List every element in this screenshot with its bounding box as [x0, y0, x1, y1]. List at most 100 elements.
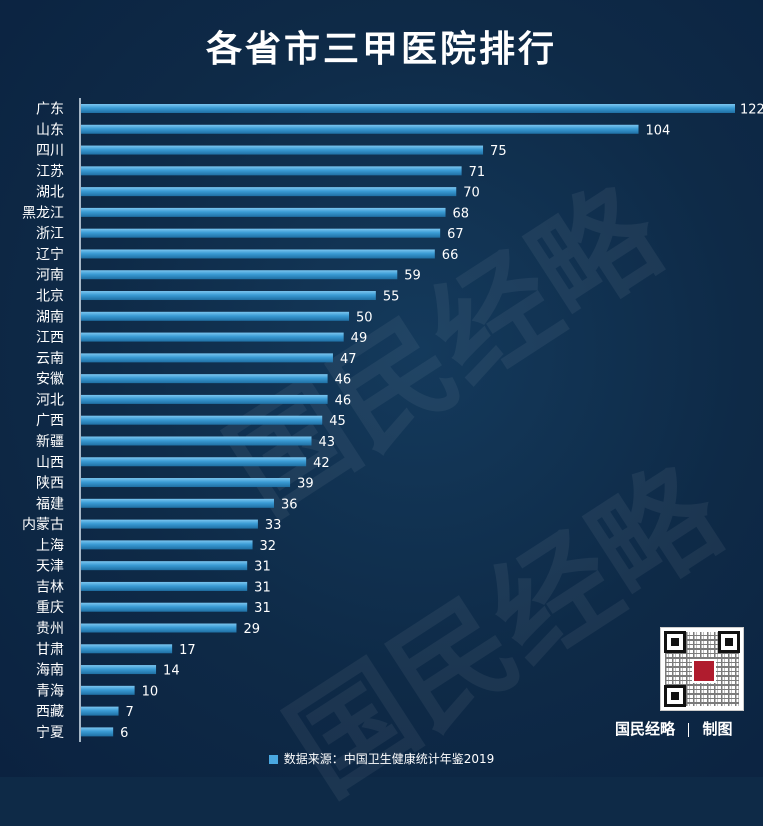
category-label: 西藏	[36, 704, 64, 720]
category-label: 青海	[36, 683, 64, 699]
bar	[81, 436, 312, 446]
bar	[81, 478, 291, 488]
bar	[81, 561, 248, 571]
bar	[81, 145, 484, 155]
category-label: 广西	[36, 413, 64, 429]
value-label: 7	[126, 705, 134, 720]
value-label: 75	[490, 144, 507, 159]
value-label: 59	[404, 269, 421, 284]
category-label: 广东	[36, 102, 64, 118]
value-label: 55	[383, 290, 400, 305]
category-label: 山东	[36, 122, 64, 138]
category-label: 重庆	[36, 600, 64, 616]
brand-suffix: 制图	[702, 720, 733, 738]
bar	[81, 602, 248, 612]
value-label: 46	[335, 373, 352, 388]
category-label: 贵州	[36, 621, 64, 637]
value-label: 42	[313, 456, 330, 471]
chart-title: 各省市三甲医院排行	[205, 29, 557, 70]
bar	[81, 685, 135, 695]
bar	[81, 353, 333, 363]
category-label: 云南	[36, 351, 64, 367]
value-label: 32	[260, 539, 277, 554]
bar	[81, 665, 157, 675]
value-label: 43	[319, 435, 336, 450]
category-label: 河北	[36, 392, 64, 408]
value-label: 17	[179, 643, 196, 658]
bar	[81, 457, 307, 467]
bar	[81, 124, 639, 134]
category-label: 山西	[36, 455, 64, 471]
category-label: 上海	[36, 538, 64, 554]
category-label: 四川	[36, 143, 64, 159]
bar	[81, 519, 258, 529]
value-label: 50	[356, 310, 373, 325]
brand-credit: 国民经略 制图	[615, 718, 733, 739]
value-label: 46	[335, 393, 352, 408]
category-label: 江苏	[36, 164, 64, 180]
category-label: 福建	[36, 496, 64, 512]
category-label: 吉林	[36, 579, 64, 595]
category-label: 辽宁	[36, 246, 64, 263]
value-label: 66	[442, 248, 459, 263]
bar	[81, 228, 441, 238]
category-label: 湖北	[36, 185, 64, 201]
qr-code	[660, 627, 744, 711]
category-label: 宁夏	[36, 724, 64, 741]
value-label: 6	[120, 726, 128, 741]
brand-name: 国民经略	[615, 720, 676, 738]
value-label: 104	[646, 123, 671, 138]
value-label: 36	[281, 497, 298, 512]
value-label: 47	[340, 352, 357, 367]
bar	[81, 706, 119, 716]
value-label: 71	[469, 165, 486, 180]
legend-square-icon	[268, 755, 278, 764]
bar	[81, 581, 248, 591]
value-label: 29	[243, 622, 260, 637]
value-label: 49	[351, 331, 368, 346]
category-label: 甘肃	[36, 642, 64, 658]
bar	[81, 727, 114, 737]
bar	[81, 311, 350, 321]
bar	[81, 540, 253, 550]
category-label: 内蒙古	[22, 517, 64, 533]
category-label: 黑龙江	[22, 205, 64, 221]
value-label: 68	[453, 206, 470, 221]
value-label: 33	[265, 518, 282, 533]
category-label: 河南	[36, 268, 64, 284]
value-label: 70	[463, 186, 480, 201]
category-label: 安徽	[36, 372, 64, 388]
category-label: 陕西	[36, 476, 64, 492]
value-label: 67	[447, 227, 464, 242]
bar	[81, 270, 398, 280]
value-label: 31	[254, 560, 271, 575]
value-label: 31	[254, 601, 271, 616]
bar	[81, 644, 173, 654]
category-label: 北京	[36, 289, 64, 305]
value-label: 39	[297, 477, 314, 492]
value-label: 10	[142, 684, 159, 699]
bar	[81, 374, 328, 384]
source-note: 数据来源：中国卫生健康统计年鉴2019	[0, 750, 763, 767]
category-label: 湖南	[36, 309, 64, 325]
value-label: 31	[254, 580, 271, 595]
bar	[81, 291, 376, 301]
bar	[81, 394, 328, 404]
bar	[81, 332, 344, 342]
bar	[81, 104, 735, 113]
category-label: 新疆	[36, 434, 64, 450]
source-text: 数据来源：中国卫生健康统计年鉴2019	[283, 752, 495, 766]
bar	[81, 249, 435, 259]
bar	[81, 166, 462, 176]
bar	[81, 415, 323, 425]
category-label: 天津	[36, 559, 64, 575]
category-label: 江西	[36, 330, 64, 346]
category-label: 海南	[36, 663, 64, 679]
value-label: 14	[163, 664, 180, 679]
bar	[81, 498, 274, 508]
qr-logo-icon	[692, 659, 716, 683]
bar	[81, 187, 457, 197]
value-label: 45	[329, 414, 346, 429]
